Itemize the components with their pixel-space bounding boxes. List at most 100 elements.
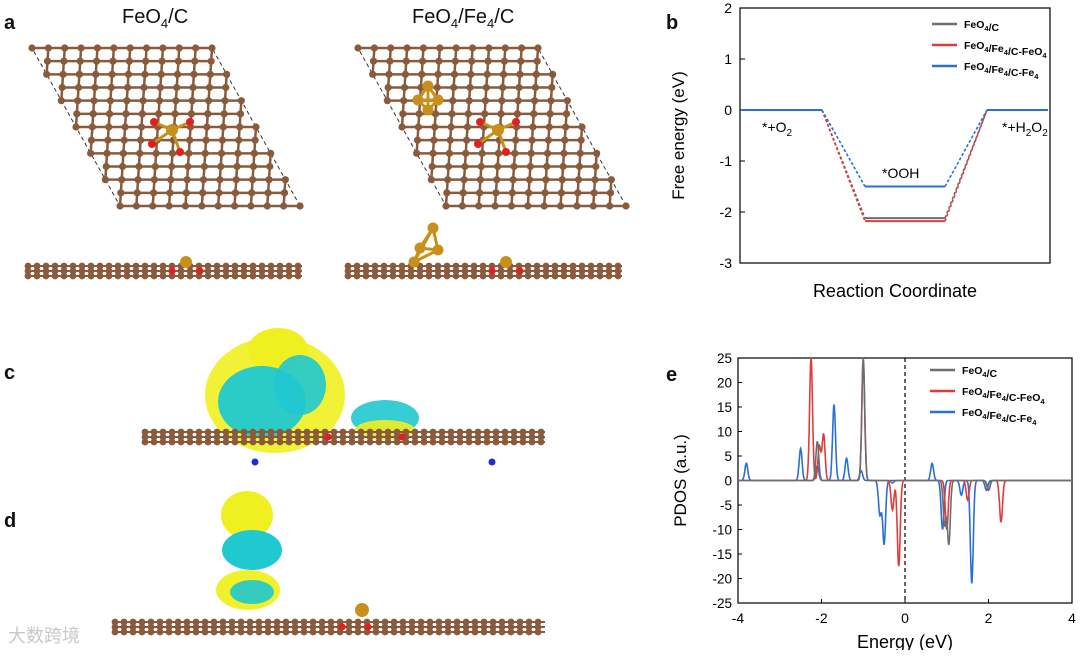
- carbon-atom: [518, 44, 526, 52]
- carbon-atom: [93, 57, 101, 65]
- carbon-atom: [416, 267, 424, 275]
- carbon-atom: [134, 176, 142, 184]
- carbon-atom: [119, 149, 127, 157]
- carbon-atom: [273, 628, 281, 636]
- carbon-atom: [87, 262, 95, 270]
- carbon-atom: [548, 83, 556, 92]
- carbon-atom: [167, 176, 175, 184]
- carbon-atom: [479, 267, 487, 275]
- carbon-atom: [551, 272, 559, 280]
- carbon-atom: [78, 262, 86, 270]
- carbon-atom: [258, 272, 266, 280]
- carbon-atom: [411, 428, 419, 436]
- carbon-atom: [96, 267, 104, 275]
- carbon-atom: [510, 428, 518, 436]
- carbon-atom: [166, 189, 174, 197]
- carbon-atom: [400, 97, 408, 105]
- carbon-atom: [150, 176, 159, 184]
- charge-density-d: [216, 491, 369, 617]
- carbon-atom: [433, 83, 441, 92]
- carbon-atom: [530, 110, 538, 118]
- carbon-atom: [249, 438, 257, 446]
- carbon-atom: [512, 136, 520, 144]
- carbon-atom: [393, 433, 401, 441]
- carbon-atom: [87, 149, 95, 157]
- carbon-atom: [140, 83, 148, 92]
- carbon-atom: [236, 110, 245, 118]
- carbon-atom: [264, 618, 272, 626]
- carbon-atom: [118, 176, 126, 184]
- carbon-atom: [174, 623, 182, 631]
- carbon-atom: [255, 623, 263, 631]
- carbon-atom: [366, 438, 374, 446]
- carbon-atom: [485, 44, 493, 52]
- carbon-atom: [33, 262, 41, 270]
- carbon-atom: [177, 272, 185, 280]
- carbon-atom: [501, 44, 509, 52]
- carbon-atom: [385, 70, 393, 78]
- carbon-atom: [267, 262, 275, 270]
- carbon-atom: [456, 438, 464, 446]
- carbon-atom: [106, 97, 115, 105]
- carbon-atom: [557, 189, 565, 197]
- iron-atom: [492, 124, 504, 136]
- carbon-atom: [389, 267, 397, 275]
- carbon-atom: [398, 123, 406, 131]
- iron-atom: [180, 256, 192, 268]
- carbon-atom: [222, 438, 230, 446]
- carbon-atom: [426, 628, 434, 636]
- carbon-atom: [429, 428, 437, 436]
- carbon-atom: [390, 618, 398, 626]
- carbon-atom: [393, 438, 401, 446]
- carbon-atom: [528, 136, 536, 144]
- carbon-atom: [294, 438, 302, 446]
- carbon-atom: [435, 623, 443, 631]
- carbon-atom: [255, 628, 263, 636]
- carbon-atom: [123, 262, 131, 270]
- carbon-atom: [150, 262, 158, 270]
- carbon-atom: [327, 628, 335, 636]
- carbon-atom: [282, 623, 290, 631]
- y-tick-label: -20: [712, 572, 732, 587]
- carbon-atom: [200, 162, 208, 171]
- carbon-atom: [183, 623, 191, 631]
- carbon-atom: [483, 438, 491, 446]
- carbon-atom: [534, 618, 542, 626]
- carbon-atom: [461, 162, 469, 171]
- oxygen-atom: [488, 267, 496, 275]
- carbon-atom: [596, 262, 604, 270]
- legend-label: FeO4/Fe4/C-FeO4: [962, 386, 1045, 406]
- carbon-atom: [267, 433, 275, 441]
- carbon-atom: [309, 618, 317, 626]
- carbon-atom: [514, 97, 522, 105]
- carbon-atom: [435, 57, 443, 65]
- carbon-atom: [116, 202, 124, 210]
- carbon-atom: [468, 44, 477, 52]
- carbon-atom: [506, 272, 514, 280]
- carbon-atom: [549, 70, 557, 78]
- carbon-atom: [136, 149, 144, 157]
- carbon-atom: [168, 438, 176, 446]
- carbon-atom: [249, 272, 257, 280]
- carbon-atom: [353, 267, 361, 275]
- carbon-atom: [461, 267, 469, 275]
- carbon-atom: [150, 438, 158, 446]
- carbon-atom: [28, 44, 36, 52]
- carbon-atom: [524, 202, 532, 210]
- carbon-atom: [371, 272, 379, 280]
- carbon-atom: [222, 272, 230, 280]
- carbon-atom: [541, 189, 549, 197]
- carbon-atom: [460, 176, 468, 184]
- carbon-atom: [560, 272, 568, 280]
- carbon-atom: [489, 623, 497, 631]
- carbon-atom: [96, 272, 104, 280]
- carbon-atom: [186, 136, 194, 144]
- carbon-atom: [147, 628, 155, 636]
- carbon-atom: [401, 70, 409, 78]
- carbon-atom: [387, 44, 395, 52]
- carbon-atom: [398, 262, 406, 270]
- carbon-atom: [192, 628, 200, 636]
- carbon-atom: [534, 623, 542, 631]
- carbon-atom: [150, 433, 158, 441]
- carbon-atom: [492, 189, 500, 197]
